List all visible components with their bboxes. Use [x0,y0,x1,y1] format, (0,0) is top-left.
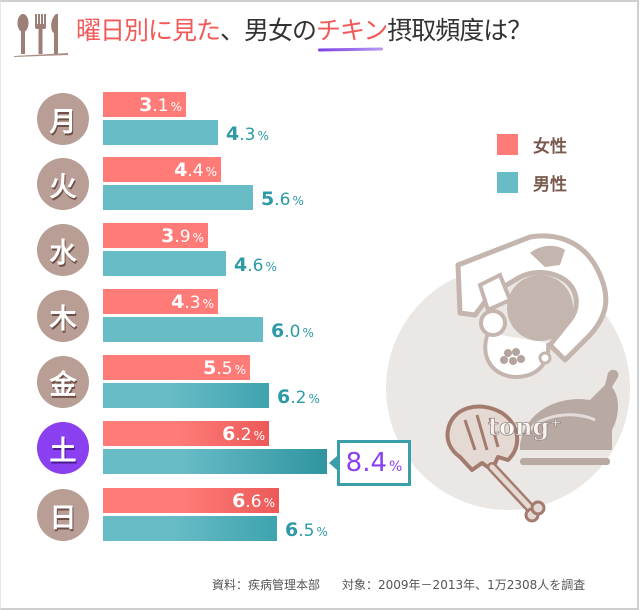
footer-note: 資料：疾病管理本部 対象：2009年－2013年、1万2308人を調査 [212,576,585,593]
title-text-end: 摂取頻度は？ [387,16,532,45]
day-circle: 月 [37,93,89,145]
male-bar [103,185,253,210]
row-sunday: 日 6.6% 6.5% [0,488,640,548]
female-value: 6.2% [222,423,265,445]
female-value: 4.3% [171,291,214,313]
day-circle-highlighted: 土 [37,422,89,474]
day-circle: 木 [37,290,89,342]
female-bar [103,92,186,117]
highlight-callout: 8.4% [329,440,411,486]
female-value: 3.1% [139,94,182,116]
day-circle: 日 [37,489,89,541]
female-value: 4.4% [174,159,217,181]
male-bar [103,251,226,276]
male-value: 6.0% [271,320,314,342]
female-bar [103,488,279,513]
male-value: 6.5% [285,519,328,541]
row-tuesday: 火 4.4% 5.6% [0,157,640,217]
day-circle: 火 [37,158,89,210]
row-thursday: 木 4.3% 6.0% [0,289,640,349]
legend-item-female: 女性 [497,133,567,157]
utensils-icon [14,14,68,57]
row-wednesday: 水 3.9% 4.6% [0,223,640,283]
legend-label-male: 男性 [533,174,567,195]
day-circle: 水 [37,224,89,276]
male-value: 4.3% [226,123,269,145]
male-bar-highlighted [103,449,327,474]
legend: 女性 男性 [497,133,567,209]
female-bar [103,355,250,380]
legend-swatch-female [497,133,518,155]
source-text: 資料：疾病管理本部 [212,578,321,592]
female-value: 5.5% [203,357,246,379]
female-bar [103,157,221,182]
female-bar [103,223,208,248]
row-monday: 月 3.1% 4.3% [0,92,640,152]
male-bar [103,516,277,541]
legend-item-male: 男性 [497,171,567,195]
person-eating-chicken-illustration: tong⁺ [386,233,630,523]
tong-watermark: tong⁺ [488,412,562,441]
male-bar [103,120,218,145]
female-value: 3.9% [161,225,204,247]
male-bar [103,317,263,342]
legend-swatch-male [497,171,518,193]
male-value: 4.6% [234,254,277,276]
male-value: 5.6% [261,188,304,210]
title-highlight: 曜日別に見た [76,16,221,45]
female-bar [103,289,218,314]
female-value: 6.6% [232,490,275,512]
title-text: 、男女の [220,16,317,45]
row-saturday: 土 6.2% 8.4% [0,421,640,486]
male-value: 6.2% [277,386,320,408]
title-chicken: チキン [316,16,388,45]
survey-target-text: 対象：2009年－2013年、1万2308人を調査 [342,578,586,592]
female-bar [103,421,269,446]
legend-label-female: 女性 [533,136,567,157]
male-bar [103,383,269,408]
row-friday: 金 5.5% 6.2% [0,355,640,415]
page-title: 曜日別に見た、男女のチキン摂取頻度は？ [76,16,532,46]
day-circle: 金 [37,356,89,408]
